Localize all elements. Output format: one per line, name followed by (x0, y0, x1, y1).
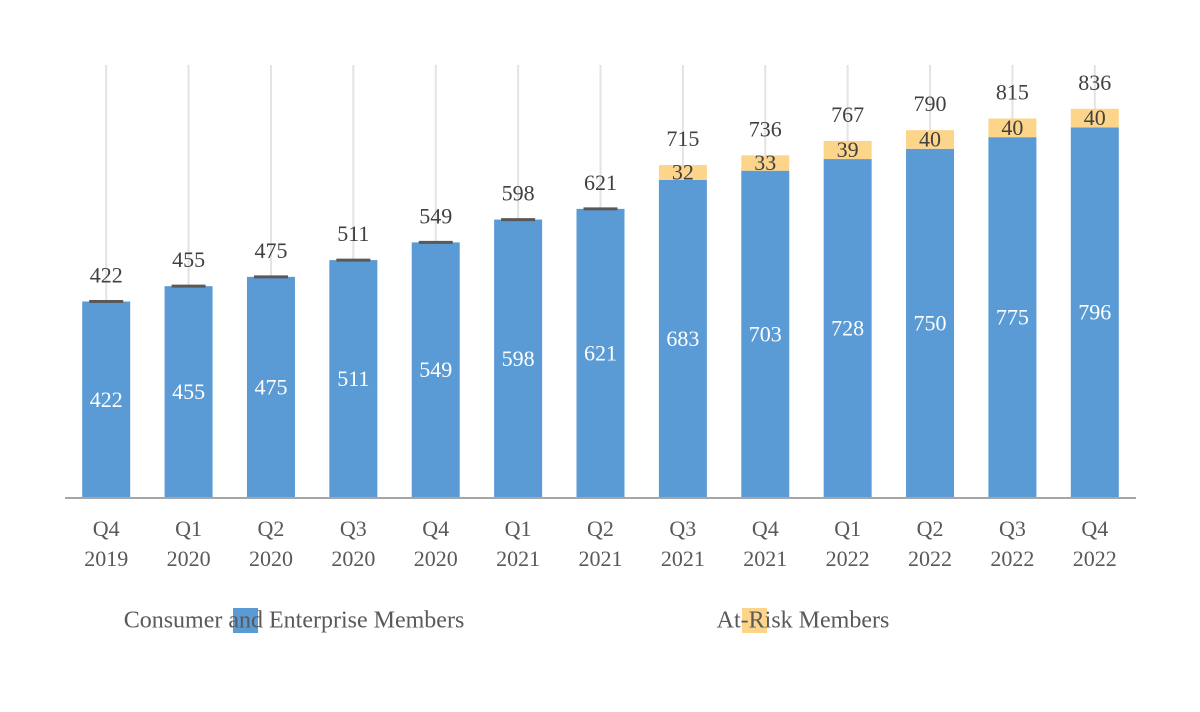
total-label: 621 (584, 170, 617, 195)
bar-segment (741, 155, 790, 171)
total-label: 549 (419, 203, 452, 228)
bar-segment (823, 140, 872, 160)
legend-swatch (233, 608, 258, 633)
bar-segment (1070, 127, 1119, 498)
legend-swatch (742, 608, 767, 633)
total-label: 598 (502, 181, 535, 206)
data-label: 775 (996, 305, 1029, 330)
data-label: 703 (749, 321, 782, 346)
total-label: 475 (254, 238, 287, 263)
total-label: 455 (172, 247, 205, 272)
legend-label: At-Risk Members (717, 608, 890, 634)
bar-segment (164, 286, 213, 498)
bar-segment (329, 260, 378, 498)
bar-segment (494, 219, 543, 498)
data-label: 455 (172, 379, 205, 404)
bar-segment (576, 208, 625, 498)
total-label: 815 (996, 80, 1029, 105)
bar-segment (906, 130, 955, 149)
bar-segment (658, 165, 707, 181)
bar-segment (906, 148, 955, 498)
x-tick-label: Q2 2021 (578, 516, 623, 571)
data-label: 32 (672, 160, 694, 185)
x-tick-label: Q2 2020 (248, 516, 293, 571)
bar-segment (823, 159, 872, 498)
data-label: 475 (254, 374, 287, 399)
data-label: 40 (1001, 115, 1023, 140)
data-label: 728 (831, 316, 864, 341)
x-tick-label: Q4 2021 (743, 516, 788, 571)
data-label: 750 (914, 310, 947, 335)
data-label: 511 (337, 366, 369, 391)
x-tick-label: Q3 2020 (331, 516, 376, 571)
bar-segment (82, 301, 131, 498)
x-tick-label: Q4 2019 (84, 516, 129, 571)
data-label: 549 (419, 357, 452, 382)
x-tick-label: Q3 2022 (990, 516, 1035, 571)
legend-label: Consumer and Enterprise Members (124, 608, 465, 634)
total-label: 836 (1078, 70, 1111, 95)
data-label: 621 (584, 340, 617, 365)
x-tick-label: Q1 2021 (496, 516, 541, 571)
x-tick-label: Q1 2020 (166, 516, 211, 571)
data-label: 598 (502, 346, 535, 371)
x-tick-label: Q2 2022 (908, 516, 953, 571)
data-label: 39 (837, 137, 859, 162)
x-tick-label: Q1 2022 (825, 516, 870, 571)
x-tick-label: Q4 2022 (1072, 516, 1117, 571)
bar-segment (1070, 108, 1119, 128)
bar-segment (741, 170, 790, 498)
data-label: 422 (90, 387, 123, 412)
total-label: 715 (666, 126, 699, 151)
bar-segment (411, 242, 460, 498)
total-label: 790 (914, 91, 947, 116)
total-label: 767 (831, 102, 864, 127)
bar-segment (988, 118, 1037, 138)
data-label: 683 (666, 326, 699, 351)
data-label: 796 (1078, 300, 1111, 325)
bar-segment (658, 180, 707, 498)
bar-segment (988, 137, 1037, 498)
bar-segment (246, 276, 295, 498)
data-label: 40 (1084, 105, 1106, 130)
data-label: 33 (754, 150, 776, 175)
total-label: 511 (337, 221, 369, 246)
x-tick-label: Q4 2020 (413, 516, 458, 571)
x-tick-label: Q3 2021 (660, 516, 705, 571)
total-label: 736 (749, 116, 782, 141)
data-label: 40 (919, 127, 941, 152)
total-label: 422 (90, 263, 123, 288)
